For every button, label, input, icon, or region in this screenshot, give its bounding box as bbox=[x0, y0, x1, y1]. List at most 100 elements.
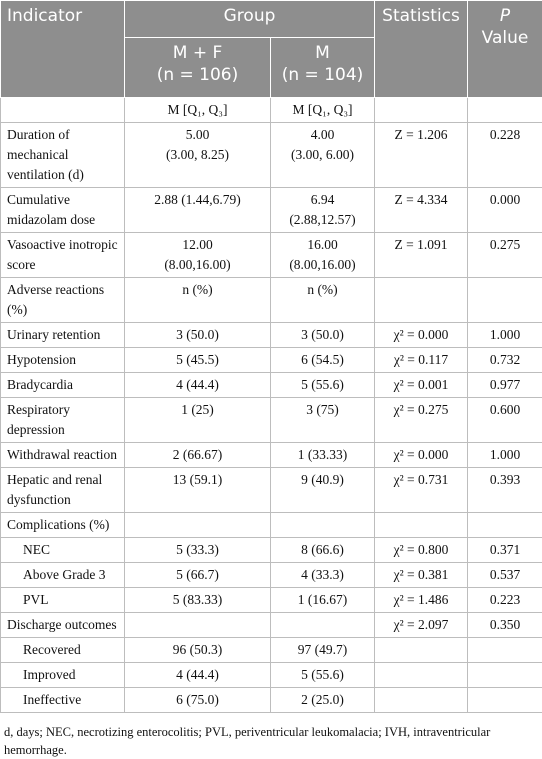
table-cell: Improved bbox=[1, 663, 125, 688]
table-cell: χ² = 0.000 bbox=[375, 443, 468, 468]
header-cell: Group bbox=[125, 1, 375, 38]
table-cell: Adverse reactions (%) bbox=[1, 278, 125, 323]
table-cell: 16.00 (8.00,16.00) bbox=[271, 233, 375, 278]
table-cell: 4 (44.4) bbox=[125, 373, 271, 398]
footnote: d, days; NEC, necrotizing enterocolitis;… bbox=[0, 713, 542, 759]
header-text: P bbox=[500, 6, 510, 26]
table-cell: n (%) bbox=[125, 278, 271, 323]
table-cell: 4 (44.4) bbox=[125, 663, 271, 688]
header-text: Value bbox=[482, 28, 529, 48]
table-cell: 6 (54.5) bbox=[271, 348, 375, 373]
table-cell bbox=[375, 278, 468, 323]
table-cell bbox=[375, 688, 468, 713]
table-cell: 1 (25) bbox=[125, 398, 271, 443]
table-cell: 2 (66.67) bbox=[125, 443, 271, 468]
table-cell bbox=[468, 638, 542, 663]
table-cell: M [Q₁, Q₃] bbox=[271, 98, 375, 123]
table-cell: 0.223 bbox=[468, 588, 542, 613]
table-cell: 5 (83.33) bbox=[125, 588, 271, 613]
table-cell: 0.000 bbox=[468, 188, 542, 233]
table-row: Adverse reactions (%)n (%)n (%) bbox=[1, 278, 542, 323]
table-cell: χ² = 0.381 bbox=[375, 563, 468, 588]
table-cell: 3 (50.0) bbox=[125, 323, 271, 348]
table-cell: χ² = 0.731 bbox=[375, 468, 468, 513]
table-cell: Z = 1.206 bbox=[375, 123, 468, 188]
table-cell bbox=[375, 638, 468, 663]
table-cell: Hypotension bbox=[1, 348, 125, 373]
table-cell: 3 (50.0) bbox=[271, 323, 375, 348]
table-cell: Z = 1.091 bbox=[375, 233, 468, 278]
table-cell: 1.000 bbox=[468, 323, 542, 348]
table-cell: Discharge outcomes bbox=[1, 613, 125, 638]
table-cell: M [Q₁, Q₃] bbox=[125, 98, 271, 123]
table-cell: 1.000 bbox=[468, 443, 542, 468]
table-cell: 97 (49.7) bbox=[271, 638, 375, 663]
table-cell bbox=[271, 613, 375, 638]
table-cell: Cumulative midazolam dose bbox=[1, 188, 125, 233]
table-cell: 0.275 bbox=[468, 233, 542, 278]
table-row: Complications (%) bbox=[1, 513, 542, 538]
table-cell bbox=[468, 688, 542, 713]
table-cell bbox=[271, 513, 375, 538]
table-cell: 4 (33.3) bbox=[271, 563, 375, 588]
table-cell: 0.600 bbox=[468, 398, 542, 443]
header-cell: Indicator bbox=[1, 1, 125, 98]
table-cell: 4.00 (3.00, 6.00) bbox=[271, 123, 375, 188]
table-cell: 1 (16.67) bbox=[271, 588, 375, 613]
table-cell: χ² = 0.800 bbox=[375, 538, 468, 563]
table-cell: 0.228 bbox=[468, 123, 542, 188]
table-cell: Vasoactive inotropic score bbox=[1, 233, 125, 278]
table-cell: 3 (75) bbox=[271, 398, 375, 443]
table-cell: 2.88 (1.44,6.79) bbox=[125, 188, 271, 233]
table-cell: Duration of mechanical ventilation (d) bbox=[1, 123, 125, 188]
table-cell: 5 (55.6) bbox=[271, 663, 375, 688]
table-cell: χ² = 0.275 bbox=[375, 398, 468, 443]
header-text: (n = 104) bbox=[282, 65, 364, 85]
table-body: M [Q₁, Q₃]M [Q₁, Q₃]Duration of mechanic… bbox=[1, 98, 542, 713]
header-text: M + F bbox=[173, 43, 223, 63]
table-cell: χ² = 0.001 bbox=[375, 373, 468, 398]
table-cell bbox=[375, 513, 468, 538]
table-cell: 5 (55.6) bbox=[271, 373, 375, 398]
table-cell: 8 (66.6) bbox=[271, 538, 375, 563]
table-cell bbox=[125, 513, 271, 538]
table-cell: 5.00 (3.00, 8.25) bbox=[125, 123, 271, 188]
table-cell: Above Grade 3 bbox=[1, 563, 125, 588]
table-cell: Ineffective bbox=[1, 688, 125, 713]
table-cell bbox=[375, 663, 468, 688]
header-cell: Statistics bbox=[375, 1, 468, 98]
table-cell bbox=[468, 278, 542, 323]
table-row: M [Q₁, Q₃]M [Q₁, Q₃] bbox=[1, 98, 542, 123]
table-cell: 0.732 bbox=[468, 348, 542, 373]
table-cell: 5 (33.3) bbox=[125, 538, 271, 563]
table-cell: χ² = 2.097 bbox=[375, 613, 468, 638]
table-cell: PVL bbox=[1, 588, 125, 613]
table-cell: Complications (%) bbox=[1, 513, 125, 538]
table-cell: 0.977 bbox=[468, 373, 542, 398]
table-cell bbox=[468, 513, 542, 538]
table-cell: 0.537 bbox=[468, 563, 542, 588]
table-cell: 6 (75.0) bbox=[125, 688, 271, 713]
header-text: M bbox=[315, 43, 330, 63]
table-cell: Respiratory depression bbox=[1, 398, 125, 443]
table-cell: Recovered bbox=[1, 638, 125, 663]
table-cell: 0.393 bbox=[468, 468, 542, 513]
header-cell: M(n = 104) bbox=[271, 38, 375, 98]
table-cell: χ² = 1.486 bbox=[375, 588, 468, 613]
table-cell: Withdrawal reaction bbox=[1, 443, 125, 468]
header-cell: M + F(n = 106) bbox=[125, 38, 271, 98]
table-cell: 9 (40.9) bbox=[271, 468, 375, 513]
